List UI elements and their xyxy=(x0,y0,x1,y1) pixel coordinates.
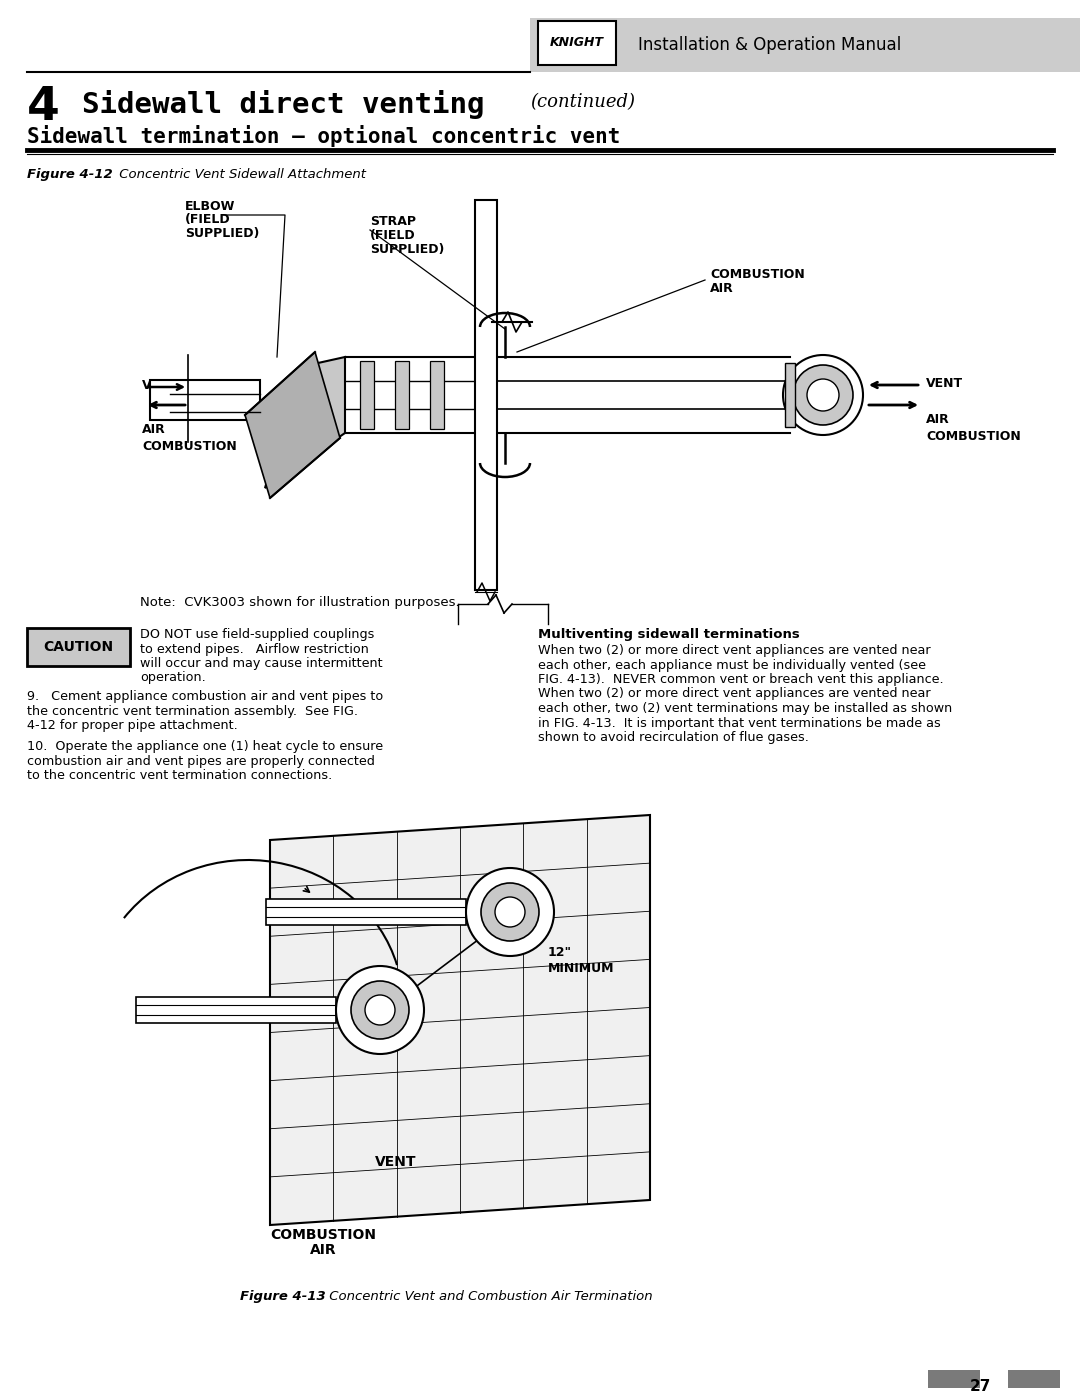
Text: ELBOW: ELBOW xyxy=(185,200,235,212)
Text: VENT: VENT xyxy=(926,377,963,390)
Circle shape xyxy=(793,365,853,425)
Text: shown to avoid recirculation of flue gases.: shown to avoid recirculation of flue gas… xyxy=(538,731,809,745)
Circle shape xyxy=(495,897,525,928)
Circle shape xyxy=(336,965,424,1053)
Text: AIR: AIR xyxy=(926,414,949,426)
Circle shape xyxy=(807,379,839,411)
Circle shape xyxy=(365,995,395,1025)
Bar xyxy=(266,900,465,925)
Text: KNIGHT: KNIGHT xyxy=(550,36,604,49)
Text: When two (2) or more direct vent appliances are vented near: When two (2) or more direct vent applian… xyxy=(538,644,931,657)
Text: (continued): (continued) xyxy=(530,94,635,110)
Bar xyxy=(538,21,616,66)
Text: VENT: VENT xyxy=(375,1155,417,1169)
Text: 4-12 for proper pipe attachment.: 4-12 for proper pipe attachment. xyxy=(27,719,238,732)
Text: operation.: operation. xyxy=(140,672,206,685)
Circle shape xyxy=(351,981,409,1039)
Text: DO NOT use field-supplied couplings: DO NOT use field-supplied couplings xyxy=(140,629,375,641)
Bar xyxy=(530,18,1080,73)
Circle shape xyxy=(465,868,554,956)
Text: CAUTION: CAUTION xyxy=(43,640,113,654)
Bar xyxy=(136,997,336,1023)
Text: Installation & Operation Manual: Installation & Operation Manual xyxy=(638,36,901,54)
Bar xyxy=(395,360,409,429)
Bar xyxy=(430,360,444,429)
Text: Concentric Vent and Combustion Air Termination: Concentric Vent and Combustion Air Termi… xyxy=(325,1289,652,1303)
Text: STRAP: STRAP xyxy=(370,215,416,228)
Text: Figure 4-12: Figure 4-12 xyxy=(27,168,112,182)
Text: in FIG. 4-13.  It is important that vent terminations be made as: in FIG. 4-13. It is important that vent … xyxy=(538,717,941,729)
Text: Sidewall direct venting: Sidewall direct venting xyxy=(82,89,485,119)
Bar xyxy=(1008,1370,1059,1389)
Polygon shape xyxy=(265,358,345,488)
Text: (FIELD: (FIELD xyxy=(370,229,416,242)
Text: FIG. 4-13).  NEVER common vent or breach vent this appliance.: FIG. 4-13). NEVER common vent or breach … xyxy=(538,673,944,686)
Text: 12": 12" xyxy=(548,947,572,960)
Text: When two (2) or more direct vent appliances are vented near: When two (2) or more direct vent applian… xyxy=(538,687,931,700)
Text: COMBUSTION: COMBUSTION xyxy=(270,1228,376,1242)
Polygon shape xyxy=(270,814,650,1225)
Bar xyxy=(360,360,374,429)
Text: each other, two (2) vent terminations may be installed as shown: each other, two (2) vent terminations ma… xyxy=(538,703,953,715)
Text: 27: 27 xyxy=(970,1379,990,1394)
Text: to the concentric vent termination connections.: to the concentric vent termination conne… xyxy=(27,768,333,782)
Text: COMBUSTION: COMBUSTION xyxy=(141,440,237,453)
Text: 10.  Operate the appliance one (1) heat cycle to ensure: 10. Operate the appliance one (1) heat c… xyxy=(27,740,383,753)
Bar xyxy=(150,380,260,420)
Text: AIR: AIR xyxy=(141,423,165,436)
Text: Concentric Vent Sidewall Attachment: Concentric Vent Sidewall Attachment xyxy=(114,168,366,182)
Text: SUPPLIED): SUPPLIED) xyxy=(185,226,259,240)
Text: AIR: AIR xyxy=(710,282,733,295)
Text: COMBUSTION: COMBUSTION xyxy=(710,268,805,281)
Text: combustion air and vent pipes are properly connected: combustion air and vent pipes are proper… xyxy=(27,754,375,767)
Text: will occur and may cause intermittent: will occur and may cause intermittent xyxy=(140,657,382,671)
Text: Figure 4-13: Figure 4-13 xyxy=(240,1289,326,1303)
Polygon shape xyxy=(245,352,340,497)
Text: Note:  CVK3003 shown for illustration purposes.: Note: CVK3003 shown for illustration pur… xyxy=(140,597,460,609)
Text: VENT: VENT xyxy=(141,379,179,393)
Text: 9.   Cement appliance combustion air and vent pipes to: 9. Cement appliance combustion air and v… xyxy=(27,690,383,703)
Text: (FIELD: (FIELD xyxy=(185,212,231,226)
Text: Multiventing sidewall terminations: Multiventing sidewall terminations xyxy=(538,629,800,641)
Bar xyxy=(785,363,795,427)
Bar xyxy=(928,1370,980,1389)
Text: MINIMUM: MINIMUM xyxy=(548,963,615,975)
Text: AIR: AIR xyxy=(310,1243,336,1257)
Text: each other, each appliance must be individually vented (see: each other, each appliance must be indiv… xyxy=(538,658,926,672)
Text: the concentric vent termination assembly.  See FIG.: the concentric vent termination assembly… xyxy=(27,704,357,718)
Text: to extend pipes.   Airflow restriction: to extend pipes. Airflow restriction xyxy=(140,643,369,655)
Text: 4: 4 xyxy=(27,85,59,130)
Bar xyxy=(27,629,130,666)
Circle shape xyxy=(783,355,863,434)
Text: Sidewall termination – optional concentric vent: Sidewall termination – optional concentr… xyxy=(27,124,620,147)
Bar xyxy=(475,200,497,590)
Text: SUPPLIED): SUPPLIED) xyxy=(370,243,444,256)
Circle shape xyxy=(481,883,539,942)
Text: COMBUSTION: COMBUSTION xyxy=(926,430,1021,443)
